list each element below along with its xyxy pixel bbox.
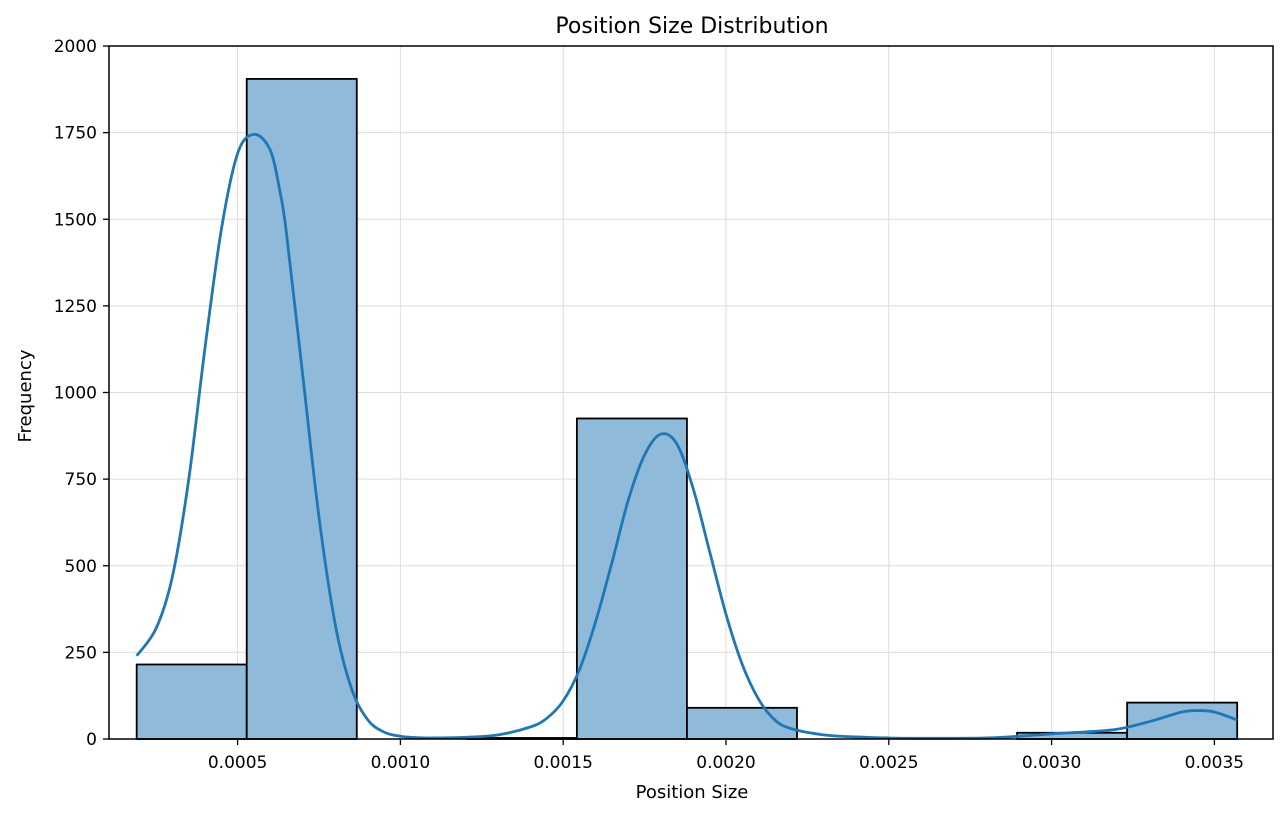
y-tick-label: 250 — [65, 643, 97, 663]
x-axis-ticks: 0.0005 0.0010 0.0015 0.0020 0.0025 0.0030 0.00… — [208, 739, 1244, 773]
histogram-bar-1 — [135, 663, 248, 740]
chart-title: Position Size Distribution — [555, 14, 828, 39]
x-tick-label: 0.0030 — [1022, 753, 1081, 773]
x-tick-label: 0.0005 — [208, 753, 267, 773]
y-tick-label: 1250 — [54, 297, 97, 317]
histogram-bar-10 — [1126, 701, 1239, 740]
y-tick-label: 750 — [65, 470, 97, 490]
x-tick-label: 0.0010 — [371, 753, 430, 773]
histogram-bar-5 — [575, 417, 688, 740]
kde-curve-layer — [135, 132, 1238, 740]
x-tick-label: 0.0025 — [859, 753, 918, 773]
y-axis-label: Frequency — [15, 349, 36, 442]
x-tick-label: 0.0015 — [533, 753, 592, 773]
y-tick-label: 2000 — [54, 37, 97, 57]
kde-curve — [135, 132, 1238, 740]
histogram-bar-2 — [245, 78, 358, 740]
y-tick-label: 500 — [65, 557, 97, 577]
y-tick-label: 1500 — [54, 210, 97, 230]
y-axis-ticks: 0 250 500 750 1000 1250 1500 1750 2000 — [54, 37, 109, 750]
x-tick-label: 0.0035 — [1185, 753, 1244, 773]
y-tick-label: 0 — [86, 730, 97, 750]
y-tick-label: 1000 — [54, 384, 97, 404]
y-tick-label: 1750 — [54, 124, 97, 144]
x-tick-label: 0.0020 — [696, 753, 755, 773]
x-axis-label: Position Size — [636, 782, 749, 803]
histogram-bars — [135, 78, 1239, 740]
